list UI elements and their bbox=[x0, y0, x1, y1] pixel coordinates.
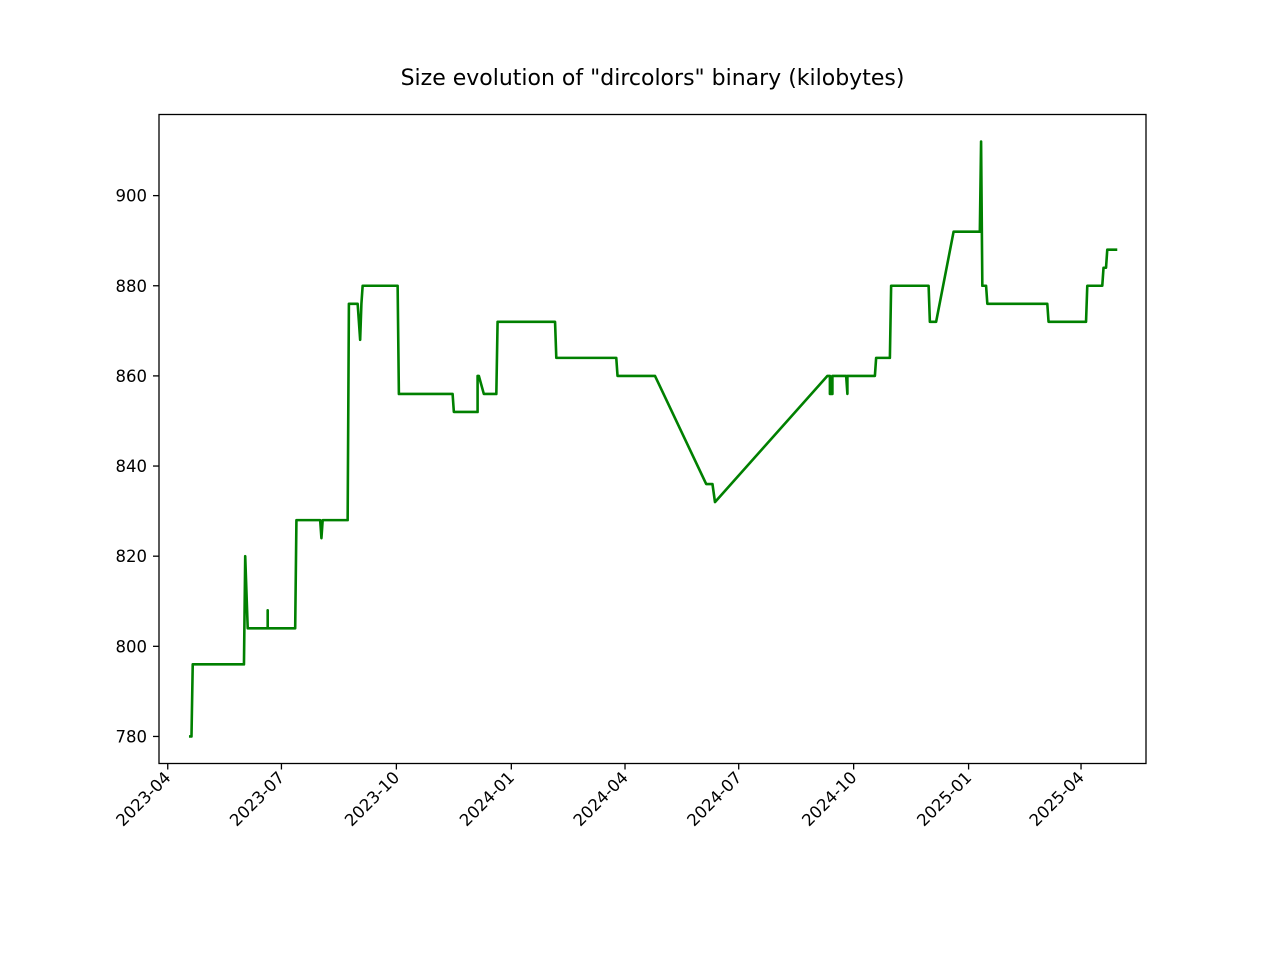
x-tick-label: 2024-07 bbox=[683, 768, 745, 830]
series-line bbox=[188, 140, 1118, 738]
chart-title: Size evolution of "dircolors" binary (ki… bbox=[400, 66, 905, 91]
x-tick-label: 2024-01 bbox=[456, 768, 518, 830]
x-tick-label: 2024-10 bbox=[798, 768, 860, 830]
y-tick-label: 800 bbox=[116, 637, 148, 656]
x-ticks: 2023-04 2023-07 2023-10 2024-01 2024-04 2024-… bbox=[112, 763, 1088, 830]
x-tick-label: 2025-01 bbox=[913, 768, 975, 830]
plot-frame bbox=[158, 113, 1147, 765]
y-tick-label: 900 bbox=[116, 187, 148, 206]
y-tick-label: 820 bbox=[116, 547, 148, 566]
x-tick-label: 2023-07 bbox=[226, 768, 288, 830]
y-ticks: 780 800 820 840 860 880 900 bbox=[116, 187, 159, 746]
x-tick-label: 2023-04 bbox=[112, 768, 174, 830]
y-tick-label: 860 bbox=[116, 367, 148, 386]
x-tick-label: 2023-10 bbox=[341, 768, 403, 830]
x-tick-label: 2025-04 bbox=[1026, 768, 1088, 830]
y-tick-label: 880 bbox=[116, 277, 148, 296]
y-tick-label: 840 bbox=[116, 457, 148, 476]
y-tick-label: 780 bbox=[116, 727, 148, 746]
x-tick-label: 2024-04 bbox=[570, 768, 632, 830]
